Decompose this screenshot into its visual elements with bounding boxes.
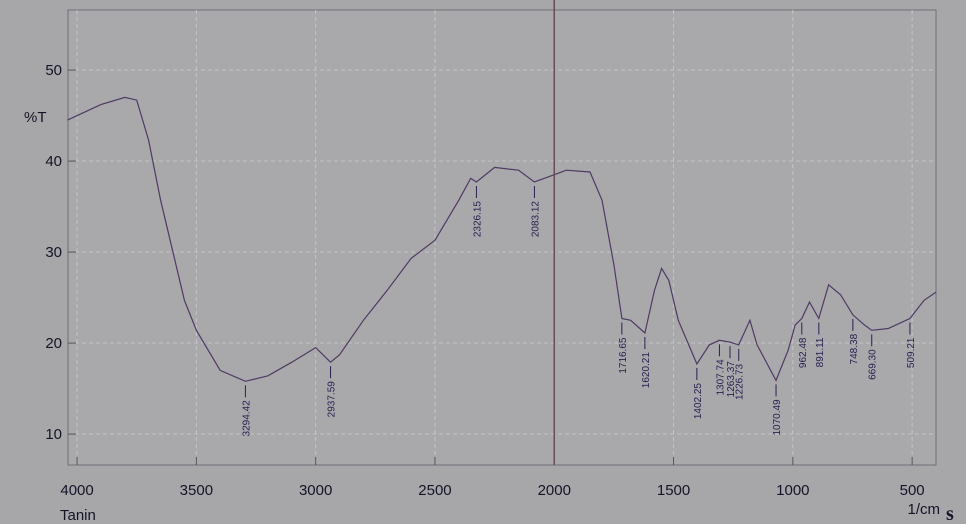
spectrum-line xyxy=(67,96,937,382)
y-tick-label: 30 xyxy=(45,244,62,261)
x-tick-label: 3000 xyxy=(299,482,332,499)
peak-label: 1307.74 xyxy=(715,359,726,396)
peak-label: 669.30 xyxy=(868,349,879,380)
x-tick-label: 2500 xyxy=(418,482,451,499)
x-tick-label: 1000 xyxy=(776,482,809,499)
peak-label: 891.11 xyxy=(815,337,826,367)
peak-label: 2937.59 xyxy=(327,381,338,418)
x-tick-label: 500 xyxy=(900,482,925,499)
y-tick-label: 10 xyxy=(45,426,62,443)
peak-label: 1070.49 xyxy=(772,399,783,436)
x-tick-label: 2000 xyxy=(538,482,571,499)
peak-label: 2326.15 xyxy=(472,201,483,238)
peak-label: 1226.73 xyxy=(735,363,746,400)
y-tick-label: 20 xyxy=(45,335,62,352)
peak-label: 748.38 xyxy=(849,333,860,364)
x-tick-label: 3500 xyxy=(180,482,213,499)
x-axis-label: 1/cm xyxy=(907,501,940,518)
x-tick-label: 4000 xyxy=(60,482,93,499)
peak-label: 509.21 xyxy=(906,337,917,368)
side-label: s xyxy=(946,503,954,524)
peak-label: 1716.65 xyxy=(618,337,629,374)
peak-label: 1402.25 xyxy=(693,383,704,420)
y-axis-label: %T xyxy=(24,109,47,126)
peak-label: 2083.12 xyxy=(530,201,541,238)
peak-label: 962.48 xyxy=(798,337,809,368)
peak-label: 1620.21 xyxy=(641,352,652,389)
sample-label: Tanin xyxy=(60,507,96,524)
peak-label: 1263.37 xyxy=(726,361,737,398)
x-tick-label: 1500 xyxy=(657,482,690,499)
y-tick-label: 40 xyxy=(45,153,62,170)
plot-area xyxy=(67,9,937,466)
peak-label: 3294.42 xyxy=(241,400,252,437)
y-tick-label: 50 xyxy=(45,62,62,79)
